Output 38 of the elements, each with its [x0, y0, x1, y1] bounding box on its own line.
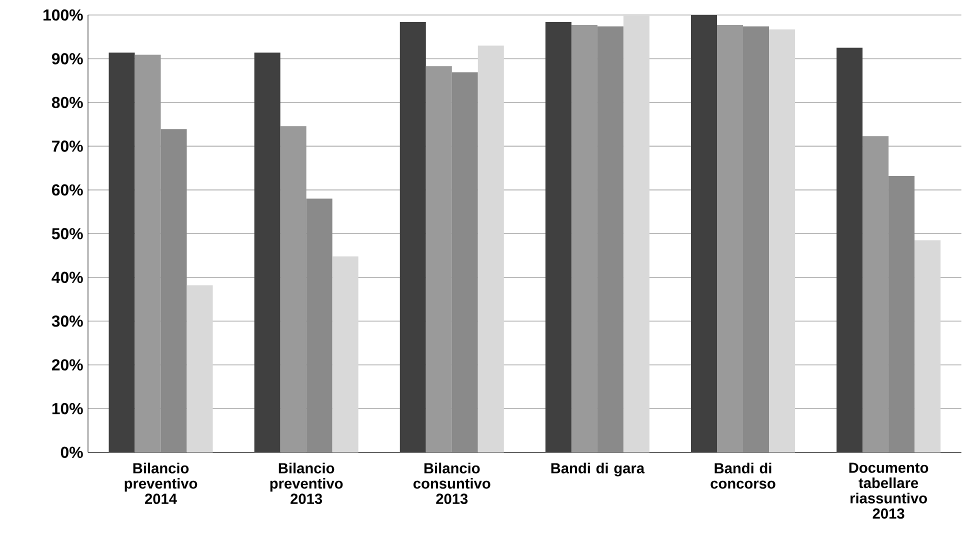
bar [254, 52, 280, 452]
x-tick-label: Bilancio preventivo 2013 [270, 462, 343, 504]
bar [186, 285, 213, 452]
x-tick-label: Bilancio consuntivo 2013 [413, 462, 490, 504]
y-tick-label: 50% [52, 228, 83, 240]
bar [452, 72, 478, 452]
bar [623, 14, 650, 452]
y-tick-label: 20% [52, 359, 83, 370]
y-tick-label: 30% [52, 315, 83, 327]
bar [108, 52, 135, 452]
bar [836, 48, 863, 452]
y-tick-label: 70% [52, 140, 83, 152]
y-tick-label: 40% [52, 272, 83, 284]
bar [160, 129, 187, 452]
bar [769, 29, 795, 452]
bar [306, 198, 332, 452]
bar [545, 22, 572, 452]
bar [332, 256, 358, 452]
bar [914, 240, 941, 452]
bar [597, 26, 624, 452]
y-tick-label: 100% [44, 9, 83, 21]
y-tick-label: 90% [52, 53, 83, 64]
bar [888, 176, 915, 452]
x-tick-label: Bilancio preventivo 2014 [124, 462, 198, 504]
bar [400, 22, 426, 452]
y-tick-label: 10% [52, 402, 83, 414]
bar [426, 66, 452, 452]
x-tick-label: Bandi di gara [551, 462, 645, 476]
x-tick-label: Documento tabellare riassuntivo 2013 [849, 462, 928, 519]
bar [743, 26, 769, 452]
y-tick-label: 0% [60, 446, 83, 458]
bar [691, 14, 717, 452]
y-tick-label: 60% [52, 184, 83, 196]
y-tick-label: 80% [52, 96, 83, 108]
bar [478, 46, 504, 452]
x-tick-label: Bandi di concorso [710, 462, 776, 489]
bar [717, 25, 743, 452]
bar [571, 25, 598, 452]
